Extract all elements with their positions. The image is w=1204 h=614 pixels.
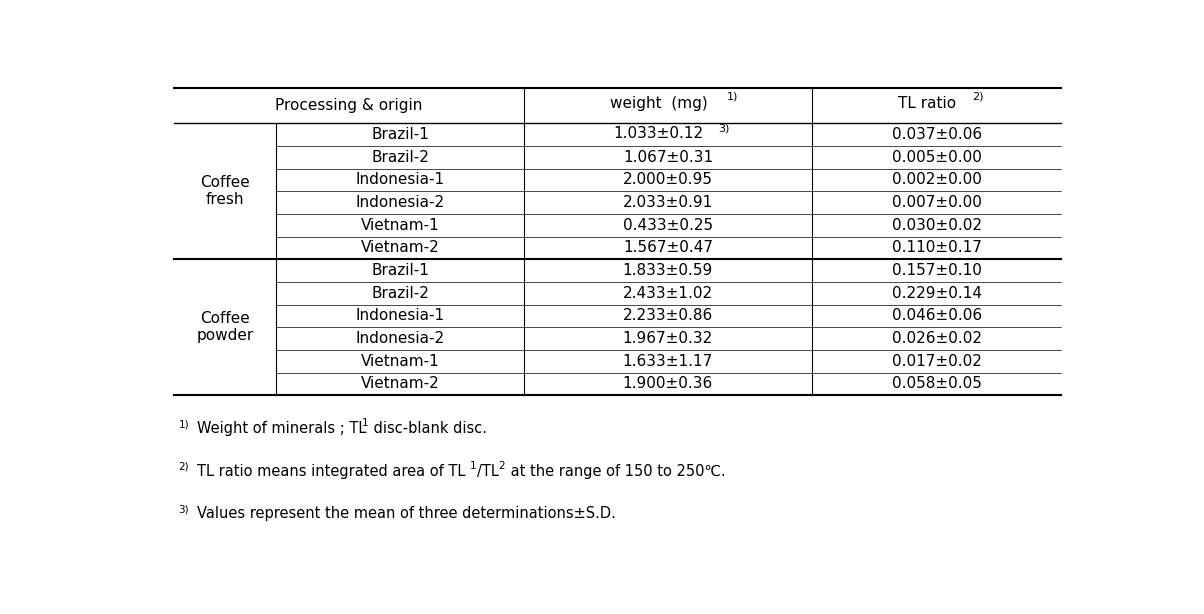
Text: powder: powder [196, 328, 254, 343]
Text: Indonesia-2: Indonesia-2 [355, 331, 444, 346]
Text: Indonesia-1: Indonesia-1 [355, 308, 444, 324]
Text: 0.002±0.00: 0.002±0.00 [892, 173, 981, 187]
Text: 0.026±0.02: 0.026±0.02 [892, 331, 981, 346]
Text: 1: 1 [361, 418, 368, 429]
Text: 2): 2) [972, 91, 984, 101]
Text: 0.058±0.05: 0.058±0.05 [892, 376, 981, 391]
Text: 1.967±0.32: 1.967±0.32 [622, 331, 713, 346]
Text: fresh: fresh [206, 192, 244, 208]
Text: Brazil-2: Brazil-2 [371, 286, 429, 301]
Text: Indonesia-2: Indonesia-2 [355, 195, 444, 210]
Text: 1.900±0.36: 1.900±0.36 [622, 376, 713, 391]
Text: 1.567±0.47: 1.567±0.47 [622, 241, 713, 255]
Text: 1): 1) [727, 91, 738, 101]
Text: 0.037±0.06: 0.037±0.06 [892, 127, 981, 142]
Text: 1.633±1.17: 1.633±1.17 [622, 354, 713, 368]
Text: 0.110±0.17: 0.110±0.17 [892, 241, 981, 255]
Text: 2.033±0.91: 2.033±0.91 [622, 195, 713, 210]
Text: 2): 2) [178, 462, 189, 472]
Text: 1.033±0.12: 1.033±0.12 [614, 126, 703, 141]
Text: at the range of 150 to 250℃.: at the range of 150 to 250℃. [506, 464, 726, 479]
Text: 0.030±0.02: 0.030±0.02 [892, 218, 981, 233]
Text: Vietnam-1: Vietnam-1 [361, 354, 439, 368]
Text: Weight of minerals ; TL: Weight of minerals ; TL [197, 421, 366, 436]
Text: 0.433±0.25: 0.433±0.25 [622, 218, 713, 233]
Text: 1.833±0.59: 1.833±0.59 [622, 263, 713, 278]
Text: Brazil-2: Brazil-2 [371, 150, 429, 165]
Text: Coffee: Coffee [200, 311, 250, 326]
Text: 2.233±0.86: 2.233±0.86 [622, 308, 713, 324]
Text: TL ratio: TL ratio [898, 96, 956, 111]
Text: 0.007±0.00: 0.007±0.00 [892, 195, 981, 210]
Text: TL ratio means integrated area of TL: TL ratio means integrated area of TL [197, 464, 466, 479]
Text: 0.046±0.06: 0.046±0.06 [892, 308, 981, 324]
Text: 3): 3) [178, 504, 189, 515]
Text: 1): 1) [178, 419, 189, 429]
Text: Vietnam-2: Vietnam-2 [361, 376, 439, 391]
Text: Vietnam-2: Vietnam-2 [361, 241, 439, 255]
Text: 2: 2 [498, 461, 506, 471]
Text: Vietnam-1: Vietnam-1 [361, 218, 439, 233]
Text: 0.229±0.14: 0.229±0.14 [892, 286, 981, 301]
Text: weight  (mg): weight (mg) [609, 96, 708, 111]
Text: 0.157±0.10: 0.157±0.10 [892, 263, 981, 278]
Text: 2.433±1.02: 2.433±1.02 [622, 286, 713, 301]
Text: Values represent the mean of three determinations±S.D.: Values represent the mean of three deter… [197, 507, 616, 521]
Text: 0.017±0.02: 0.017±0.02 [892, 354, 981, 368]
Text: /TL: /TL [477, 464, 498, 479]
Text: Coffee: Coffee [200, 175, 250, 190]
Text: Processing & origin: Processing & origin [275, 98, 423, 113]
Text: Indonesia-1: Indonesia-1 [355, 173, 444, 187]
Text: disc-blank disc.: disc-blank disc. [368, 421, 486, 436]
Text: Brazil-1: Brazil-1 [371, 263, 429, 278]
Text: 2.000±0.95: 2.000±0.95 [622, 173, 713, 187]
Text: 1.067±0.31: 1.067±0.31 [622, 150, 713, 165]
Text: Brazil-1: Brazil-1 [371, 127, 429, 142]
Text: 3): 3) [719, 124, 730, 134]
Text: 1: 1 [470, 461, 477, 471]
Text: 0.005±0.00: 0.005±0.00 [892, 150, 981, 165]
